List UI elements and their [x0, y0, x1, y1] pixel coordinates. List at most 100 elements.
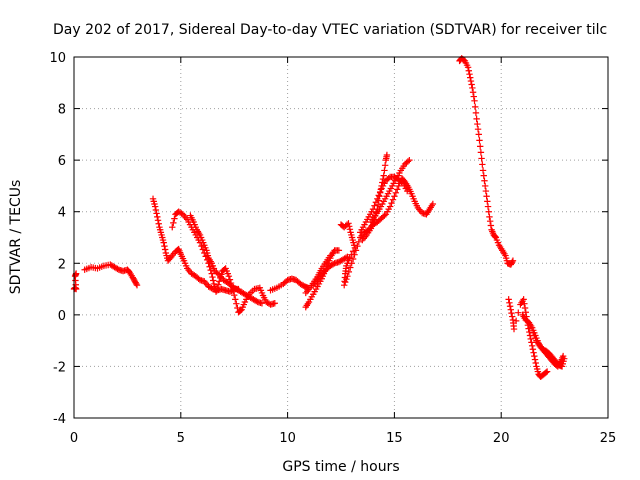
data-point — [509, 257, 517, 264]
data-point — [381, 167, 388, 174]
data-point — [170, 219, 177, 227]
series-arc-b — [81, 261, 141, 289]
data-point — [466, 70, 473, 78]
data-point — [468, 81, 475, 88]
data-point — [354, 242, 361, 250]
data-point — [475, 131, 482, 138]
data-point — [161, 246, 169, 253]
data-point — [486, 213, 493, 221]
data-point — [206, 263, 213, 270]
data-point — [349, 255, 357, 263]
data-point — [213, 285, 221, 292]
y-tick-label: 8 — [58, 103, 66, 118]
x-tick-label: 10 — [279, 431, 296, 446]
data-point — [154, 213, 161, 221]
data-point — [404, 158, 412, 165]
data-point — [476, 143, 484, 150]
data-point — [515, 309, 522, 316]
data-point — [510, 325, 518, 333]
data-point — [231, 291, 238, 299]
series-arc-h — [302, 252, 334, 297]
data-point — [381, 162, 389, 169]
data-point — [349, 248, 357, 255]
data-point — [385, 174, 392, 182]
data-point — [509, 313, 516, 320]
data-point — [372, 199, 380, 206]
data-point — [467, 77, 475, 85]
series-arc-p — [519, 311, 567, 370]
data-point — [208, 285, 215, 292]
data-point — [392, 189, 400, 197]
data-point — [464, 64, 472, 71]
data-point — [472, 109, 480, 117]
data-point — [352, 247, 360, 254]
data-point — [479, 167, 487, 174]
data-point — [207, 266, 214, 274]
data-point — [479, 161, 486, 168]
data-point — [208, 270, 215, 277]
plot-frame — [73, 56, 609, 419]
y-tick-labels: -4 -2 0 2 4 6 8 10 — [49, 51, 66, 427]
data-point — [155, 220, 162, 227]
data-point — [484, 203, 492, 210]
data-point — [470, 93, 477, 100]
data-point — [258, 300, 266, 307]
data-point — [327, 252, 334, 259]
data-point — [512, 317, 520, 325]
data-point — [482, 187, 490, 195]
data-point — [508, 309, 515, 317]
x-axis-label: GPS time / hours — [282, 459, 399, 475]
data-point — [506, 299, 513, 307]
data-point — [406, 156, 413, 164]
data-point — [214, 270, 222, 277]
data-point — [371, 202, 378, 209]
data-point — [391, 193, 398, 200]
data-point — [476, 137, 483, 144]
data-point — [388, 199, 395, 207]
data-point — [171, 215, 178, 222]
y-axis-label: SDTVAR / TECUs — [8, 180, 24, 295]
data-point — [209, 277, 217, 284]
x-tick-label: 25 — [600, 431, 617, 446]
data-point — [481, 182, 489, 190]
data-point — [225, 272, 233, 280]
data-point — [345, 220, 352, 227]
x-tick-label: 5 — [177, 431, 185, 446]
data-point — [381, 212, 388, 219]
data-point — [232, 296, 239, 303]
data-point — [487, 222, 495, 229]
data-point — [114, 265, 121, 273]
data-point — [152, 206, 160, 214]
data-point — [469, 89, 477, 96]
x-tick-label: 15 — [386, 431, 403, 446]
data-point — [528, 342, 536, 349]
data-point — [341, 282, 348, 289]
data-point — [531, 356, 539, 363]
data-point — [271, 300, 278, 307]
y-tick-label: 4 — [58, 206, 66, 221]
data-point — [521, 304, 529, 312]
data-point — [483, 193, 490, 200]
data-point — [342, 278, 349, 286]
data-point — [509, 258, 516, 266]
data-point — [529, 346, 537, 353]
data-point — [234, 304, 241, 312]
data-point — [347, 264, 354, 271]
data-point — [532, 359, 539, 367]
data-point — [154, 217, 162, 224]
x-tick-label: 0 — [70, 431, 78, 446]
data-point — [351, 251, 358, 258]
data-point — [467, 74, 474, 81]
data-point — [348, 260, 355, 267]
data-point — [398, 178, 405, 186]
data-point — [233, 300, 240, 307]
series-arc-g — [302, 247, 343, 311]
data-point — [472, 103, 479, 111]
series-arc-m — [357, 173, 411, 236]
data-point — [465, 67, 473, 74]
data-point — [481, 177, 488, 184]
data-point — [394, 186, 401, 193]
series-arc-q — [530, 329, 568, 370]
data-point — [368, 222, 376, 229]
